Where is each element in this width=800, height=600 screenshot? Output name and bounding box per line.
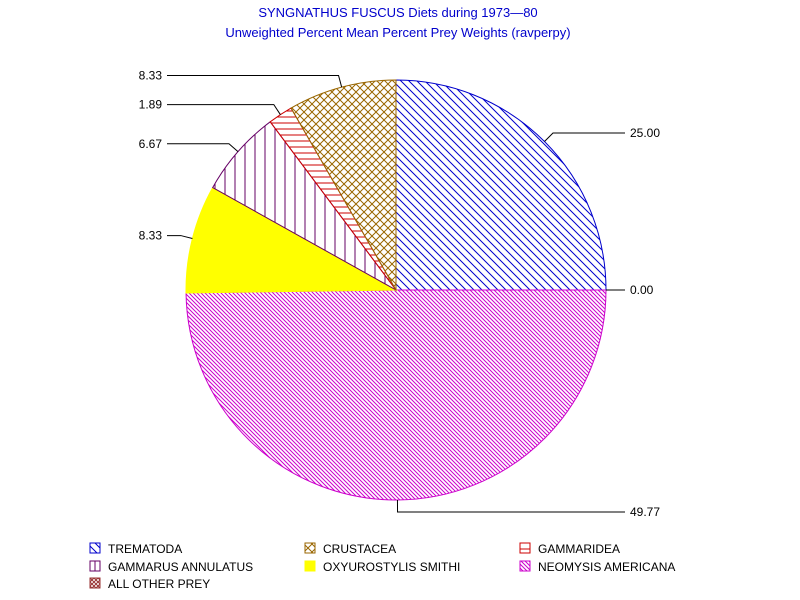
leader-line-neomysis-americana [396,499,625,513]
legend-label-trematoda: TREMATODA [108,542,182,556]
slice-label-neomysis-americana: 49.77 [630,505,660,519]
legend: TREMATODA CRUSTACEA GAMMARIDEA GAMMARUS ANN… [89,542,675,591]
legend-label-gammaridea: GAMMARIDEA [538,542,620,556]
leader-line-crustacea [167,75,343,88]
legend-label-neomysis-americana: NEOMYSIS AMERICANA [538,560,675,574]
legend-swatch-trematoda [89,542,101,554]
leader-line-oxyurostylis-smithi [167,235,193,239]
pie-slices [185,79,607,501]
leader-line-gammarus-annulatus [167,143,239,153]
slice-label-trematoda: 25.00 [630,126,660,140]
pie-slice-neomysis-americana [185,289,607,501]
slice-label-gammaridea: 1.89 [139,98,163,112]
legend-swatch-crustacea [304,542,316,554]
chart-subtitle: Unweighted Percent Mean Percent Prey Wei… [225,25,570,40]
legend-swatch-gammaridea [519,542,531,554]
pie-slice-oxyurostylis-smithi [185,186,398,294]
legend-swatch-neomysis-americana [519,560,531,572]
slice-labels: 25.00 0.00 49.77 8.33 6.67 1.89 8.33 [139,69,661,519]
slice-label-crustacea: 8.33 [139,69,163,83]
legend-label-gammarus-annulatus: GAMMARUS ANNULATUS [108,560,253,574]
leader-line-trematoda [544,132,625,142]
slice-label-oxyurostylis-smithi: 8.33 [139,229,163,243]
slice-label-gammarus-annulatus: 6.67 [139,137,163,151]
legend-label-all-other-prey: ALL OTHER PREY [108,577,210,591]
legend-label-crustacea: CRUSTACEA [323,542,396,556]
legend-swatch-all-other-prey [89,577,101,589]
legend-label-oxyurostylis-smithi: OXYUROSTYLIS SMITHI [323,560,460,574]
legend-swatch-oxyurostylis-smithi [304,560,316,572]
pie-slice-crustacea [290,79,397,292]
legend-swatch-gammarus-annulatus [89,560,101,572]
leader-line-gammaridea [167,104,281,115]
pie-slice-trematoda [395,79,607,291]
slice-label-all-other-prey: 0.00 [630,283,654,297]
chart-title: SYNGNATHUS FUSCUS Diets during 1973—80 [258,5,537,20]
